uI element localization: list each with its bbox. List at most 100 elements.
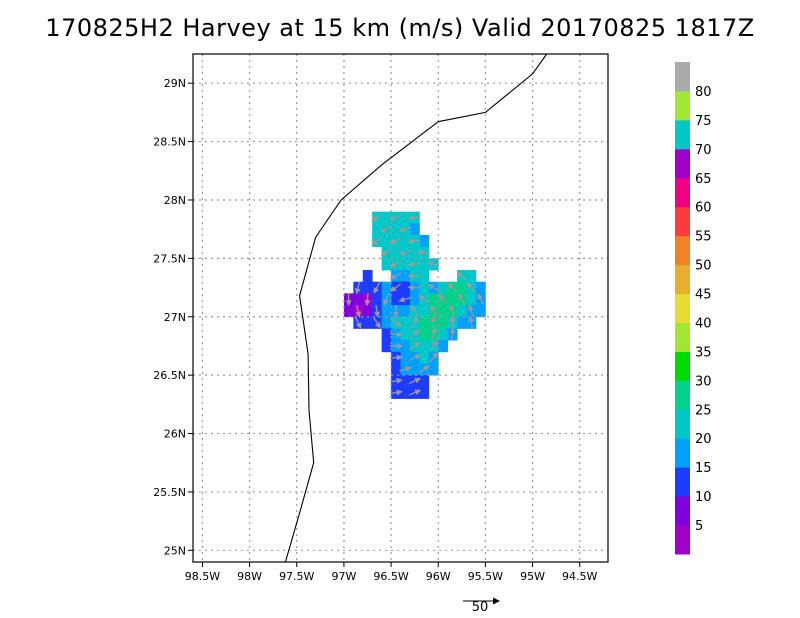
wind-cell: [381, 305, 392, 318]
colorbar-label: 5: [695, 519, 703, 534]
colorbar-label: 60: [695, 201, 712, 216]
wind-vector: [477, 293, 485, 305]
wind-vector: [409, 329, 420, 339]
wind-cell: [409, 223, 420, 236]
wind-vector: [411, 316, 418, 329]
colorbar-swatch: [675, 467, 690, 497]
wind-cell: [438, 340, 449, 353]
wind-cell: [400, 281, 411, 294]
colorbar-swatch: [675, 264, 690, 295]
lon-tick-label: 95W: [520, 570, 545, 583]
wind-cell: [419, 305, 430, 318]
wind-vector: [466, 282, 476, 293]
wind-cell: [400, 351, 411, 364]
wind-vector: [429, 352, 439, 363]
wind-cell: [400, 375, 411, 388]
wind-vector: [354, 316, 362, 329]
wind-cell: [381, 258, 392, 271]
colorbar-swatch: [675, 62, 690, 92]
wind-vector: [390, 318, 402, 327]
wind-cell: [409, 293, 420, 306]
wind-cell: [457, 281, 467, 294]
lon-tick-label: 97.5W: [279, 570, 314, 583]
coastline-path: [284, 54, 548, 562]
colorbar-swatch: [675, 119, 690, 150]
wind-cell: [419, 386, 430, 399]
wind-vector: [389, 214, 402, 221]
colorbar-label: 75: [695, 114, 712, 129]
wind-vector: [407, 238, 421, 244]
colorbar-swatch: [675, 177, 690, 208]
colorbar-swatch: [675, 496, 690, 526]
scale-vector: 50: [463, 597, 500, 615]
colorbar-swatch: [675, 293, 690, 323]
wind-cell: [466, 270, 477, 283]
wind-vector: [409, 342, 421, 350]
colorbar-swatch: [675, 206, 690, 237]
lon-tick-label: 95.5W: [468, 570, 503, 583]
wind-field: [343, 211, 486, 399]
wind-cell: [381, 328, 392, 341]
wind-vector: [407, 272, 421, 279]
wind-vector: [456, 271, 467, 281]
wind-vector: [389, 354, 403, 361]
colorbar-swatch: [675, 148, 690, 179]
wind-vector: [398, 226, 412, 233]
wind-cell: [466, 293, 477, 306]
lat-lon-grid: [193, 54, 608, 562]
wind-cell: [438, 281, 449, 294]
colorbar-label: 80: [695, 85, 712, 100]
wind-vector: [407, 261, 421, 268]
wind-cell: [447, 293, 458, 306]
wind-cell: [419, 258, 430, 271]
wind-vector: [364, 293, 371, 307]
wind-cell: [475, 281, 486, 294]
colorbar-label: 40: [695, 316, 712, 331]
colorbar-swatch: [675, 351, 690, 381]
wind-vector: [390, 283, 402, 292]
wind-cell: [409, 363, 420, 376]
colorbar-label: 50: [695, 259, 712, 274]
wind-cell: [419, 375, 430, 388]
wind-cell: [419, 328, 430, 341]
plot-frame: [192, 53, 609, 563]
wind-vector: [427, 284, 440, 292]
colorbar-label: 45: [695, 288, 712, 303]
wind-cell: [400, 386, 411, 399]
wind-cell: [457, 316, 467, 329]
wind-cell: [400, 211, 411, 224]
wind-cell: [400, 340, 411, 353]
wind-vector: [389, 272, 402, 280]
colorbar-label: 70: [695, 143, 712, 158]
wind-vector: [389, 389, 403, 396]
wind-vector: [389, 237, 402, 244]
lat-tick-label: 26N: [164, 428, 186, 441]
wind-vector: [373, 281, 381, 294]
wind-cell: [381, 340, 392, 353]
wind-cell: [391, 223, 401, 236]
wind-cell: [400, 258, 411, 271]
wind-cell: [475, 305, 486, 318]
wind-cell: [419, 316, 430, 329]
wind-cell: [400, 270, 411, 283]
wind-vector: [426, 261, 440, 267]
scale-vector-label: 50: [472, 600, 489, 615]
wind-vector: [410, 305, 419, 317]
wind-cell: [400, 328, 411, 341]
wind-cell: [381, 235, 392, 248]
wind-cell: [400, 235, 411, 248]
wind-vector: [449, 304, 456, 317]
lat-tick-label: 27N: [164, 311, 186, 324]
wind-vector: [398, 296, 412, 303]
wind-vector: [449, 315, 456, 329]
wind-vector: [371, 236, 383, 246]
wind-cell: [391, 293, 401, 306]
wind-vector: [354, 281, 361, 295]
wind-cell: [362, 305, 373, 318]
wind-cell: [419, 351, 430, 364]
wind-cell: [419, 270, 430, 283]
wind-cell: [391, 246, 401, 259]
colorbar-swatch: [675, 90, 690, 121]
